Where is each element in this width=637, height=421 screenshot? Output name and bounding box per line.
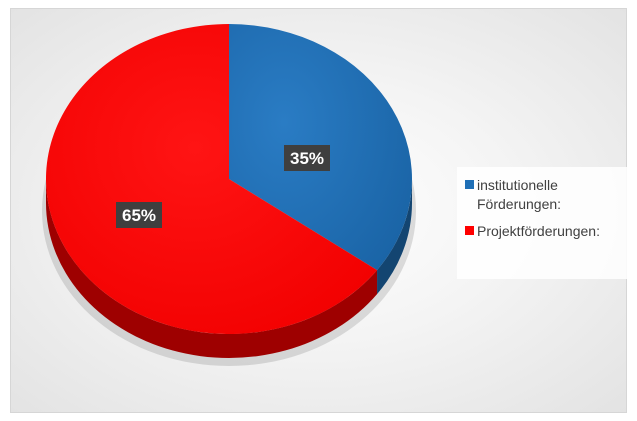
chart-area: 35% 65% institutionelle Förderungen: Proj… — [10, 8, 629, 413]
data-label-bg-1 — [116, 202, 162, 228]
pie-slice-1 — [45, 24, 378, 335]
legend-swatch-red — [465, 226, 474, 235]
pie-side-slice-0-0 — [377, 179, 412, 295]
pie-chart: 35% 65% — [42, 24, 416, 366]
legend-item-projekt: Projektförderungen: — [465, 222, 623, 241]
legend-item-institutionelle: institutionelle Förderungen: — [465, 176, 623, 214]
legend-label-projekt: Projektförderungen: — [477, 223, 600, 239]
data-label-1: 65% — [122, 206, 156, 225]
legend-swatch-blue — [465, 180, 474, 189]
legend-label-institutionelle: institutionelle Förderungen: — [477, 177, 562, 212]
legend: institutionelle Förderungen: Projektförd… — [457, 167, 629, 279]
pie-side-slice-1-0 — [45, 179, 378, 358]
data-label-bg-0 — [284, 145, 330, 171]
data-label-0: 35% — [290, 149, 324, 168]
